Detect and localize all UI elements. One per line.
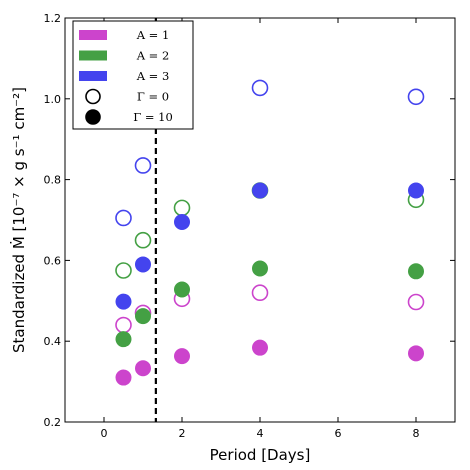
point-A2-gamma10 <box>174 281 190 298</box>
point-A2-gamma0 <box>115 262 132 279</box>
point-A2-gamma0 <box>134 231 152 249</box>
legend-label: A = 1 <box>136 28 170 42</box>
y-tick-label: 0.8 <box>44 174 62 187</box>
x-tick-label: 6 <box>335 427 342 440</box>
point-A2-gamma10 <box>252 260 268 277</box>
point-A3-gamma10 <box>252 182 268 199</box>
point-A1-gamma0 <box>115 316 132 334</box>
point-A1-gamma10 <box>174 348 190 365</box>
point-A1-gamma10 <box>252 339 268 356</box>
point-A3-gamma10 <box>408 182 424 199</box>
point-A1-gamma10 <box>408 345 424 362</box>
legend-marker <box>85 109 101 125</box>
point-A3-gamma0 <box>134 157 152 174</box>
x-axis-label: Period [Days] <box>210 446 311 464</box>
legend-label: A = 2 <box>136 49 170 63</box>
legend-marker <box>85 88 101 105</box>
axes: 0 2 4 6 8 0.2 0.4 0.6 0.8 1.0 1.2 <box>44 12 456 440</box>
legend-label: Γ = 10 <box>133 110 173 124</box>
point-A3-gamma10 <box>135 256 151 273</box>
point-A2-gamma10 <box>115 331 132 348</box>
legend-swatch <box>79 50 107 61</box>
legend: A = 1 A = 2 A = 3 Γ = 0 Γ = 10 <box>72 20 194 130</box>
point-A3-gamma10 <box>115 293 132 310</box>
legend-swatch <box>79 71 107 81</box>
legend-label: Γ = 0 <box>137 90 169 104</box>
point-A1-gamma0 <box>407 293 425 311</box>
plot-area <box>115 18 425 422</box>
legend-swatch <box>79 30 107 40</box>
x-tick-label: 8 <box>413 427 420 440</box>
y-tick-label: 1.0 <box>44 93 62 106</box>
point-A3-gamma10 <box>174 214 190 231</box>
point-A1-gamma10 <box>135 360 151 377</box>
point-A3-gamma0 <box>251 79 269 97</box>
x-tick-label: 0 <box>101 427 108 440</box>
x-tick-label: 2 <box>179 427 186 440</box>
point-A2-gamma10 <box>135 308 151 325</box>
point-A2-gamma0 <box>173 199 191 217</box>
point-A1-gamma0 <box>251 284 269 302</box>
point-A2-gamma10 <box>408 263 424 280</box>
axis-labels: Period [Days] Standardized Ṁ [10⁻⁷ × g s⁻… <box>9 87 310 464</box>
y-tick-label: 0.4 <box>44 335 62 348</box>
point-A3-gamma0 <box>407 88 425 106</box>
legend-label: A = 3 <box>136 69 170 83</box>
point-A1-gamma10 <box>115 369 132 386</box>
y-axis-label: Standardized Ṁ [10⁻⁷ × g s⁻¹ cm⁻²] <box>9 87 28 353</box>
y-tick-label: 1.2 <box>44 12 62 25</box>
x-tick-label: 4 <box>257 427 264 440</box>
y-tick-label: 0.6 <box>44 254 62 267</box>
point-A3-gamma0 <box>115 209 132 227</box>
y-tick-label: 0.2 <box>44 416 62 429</box>
